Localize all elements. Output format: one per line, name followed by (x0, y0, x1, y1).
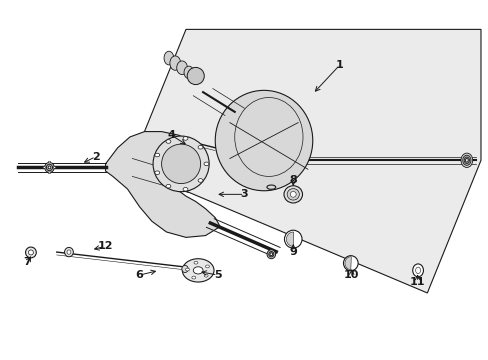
Ellipse shape (187, 67, 204, 85)
Ellipse shape (415, 267, 420, 274)
Ellipse shape (198, 145, 203, 149)
Polygon shape (105, 132, 220, 237)
Text: 4: 4 (167, 130, 175, 140)
Ellipse shape (284, 230, 302, 248)
Ellipse shape (191, 276, 195, 279)
Ellipse shape (460, 153, 472, 167)
Text: 11: 11 (409, 277, 425, 287)
Ellipse shape (48, 161, 51, 163)
Ellipse shape (286, 189, 299, 200)
Ellipse shape (183, 137, 187, 140)
Text: 8: 8 (289, 175, 297, 185)
Ellipse shape (193, 267, 203, 274)
Ellipse shape (198, 179, 203, 182)
Ellipse shape (183, 66, 193, 79)
Ellipse shape (165, 140, 170, 143)
Ellipse shape (46, 164, 52, 171)
Text: 12: 12 (98, 241, 113, 251)
Text: 9: 9 (289, 247, 297, 257)
Ellipse shape (182, 259, 214, 282)
Ellipse shape (165, 184, 170, 188)
Text: 2: 2 (92, 152, 100, 162)
Text: 10: 10 (344, 270, 359, 280)
Ellipse shape (67, 250, 71, 254)
Ellipse shape (343, 256, 357, 271)
Ellipse shape (185, 268, 189, 271)
Ellipse shape (43, 167, 45, 168)
Polygon shape (130, 30, 480, 293)
Ellipse shape (153, 136, 209, 192)
Text: 1: 1 (335, 60, 343, 70)
Ellipse shape (182, 265, 188, 273)
Ellipse shape (462, 155, 470, 165)
Ellipse shape (48, 166, 51, 169)
Ellipse shape (268, 252, 273, 257)
Ellipse shape (155, 171, 160, 175)
Ellipse shape (269, 253, 272, 256)
Ellipse shape (284, 186, 302, 203)
Ellipse shape (176, 61, 187, 75)
Ellipse shape (53, 167, 56, 168)
Ellipse shape (25, 247, 36, 258)
Ellipse shape (169, 56, 180, 70)
Text: 3: 3 (240, 189, 248, 199)
Ellipse shape (266, 250, 275, 259)
Ellipse shape (204, 274, 208, 277)
Ellipse shape (205, 265, 209, 268)
Ellipse shape (412, 264, 423, 277)
Ellipse shape (194, 261, 198, 264)
Ellipse shape (28, 250, 33, 255)
Ellipse shape (215, 90, 312, 191)
Ellipse shape (64, 247, 73, 257)
Ellipse shape (183, 188, 187, 191)
Text: 7: 7 (23, 257, 31, 267)
Polygon shape (286, 232, 293, 246)
Ellipse shape (203, 162, 208, 166)
Ellipse shape (163, 51, 173, 65)
Ellipse shape (290, 192, 296, 197)
Text: 6: 6 (136, 270, 143, 280)
Text: 5: 5 (213, 270, 221, 280)
Ellipse shape (161, 144, 200, 184)
Ellipse shape (48, 172, 51, 174)
Polygon shape (344, 257, 350, 270)
Ellipse shape (44, 162, 54, 172)
Ellipse shape (465, 158, 468, 162)
Ellipse shape (463, 157, 468, 163)
Ellipse shape (155, 153, 160, 157)
